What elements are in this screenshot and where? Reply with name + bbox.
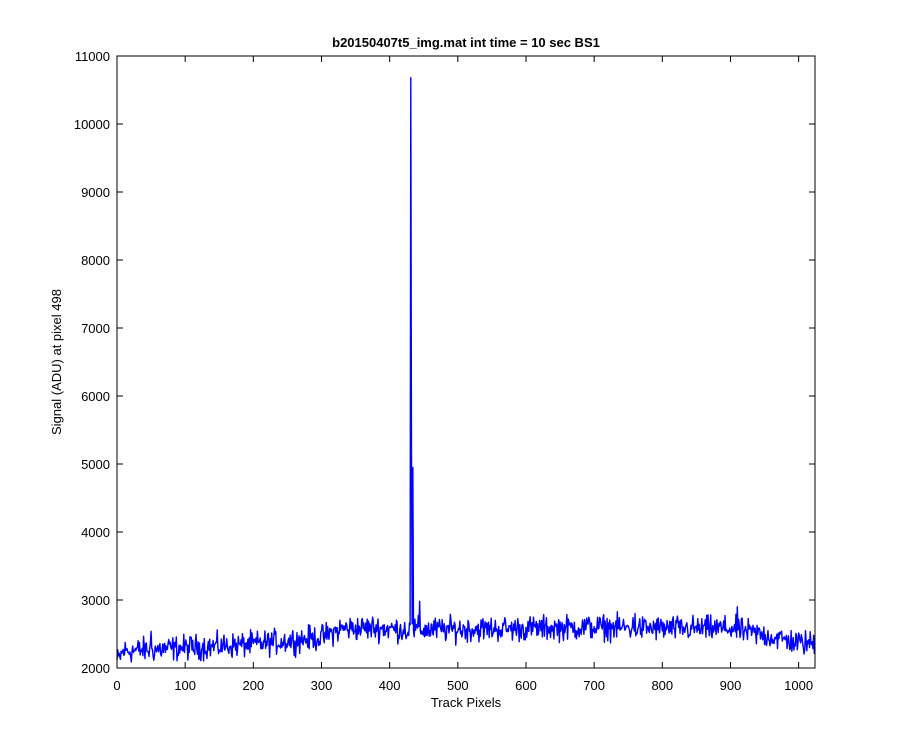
y-tick-label: 3000 xyxy=(81,593,110,608)
x-tick-label: 1000 xyxy=(784,678,813,693)
y-tick-label: 2000 xyxy=(81,661,110,676)
x-tick-label: 600 xyxy=(515,678,537,693)
plot-area xyxy=(117,56,815,668)
y-tick-label: 11000 xyxy=(75,49,110,64)
y-tick-label: 5000 xyxy=(81,457,110,472)
signal-series-line xyxy=(116,77,816,663)
y-tick-label: 6000 xyxy=(81,389,110,404)
x-tick-label: 800 xyxy=(651,678,673,693)
y-axis-label: Signal (ADU) at pixel 498 xyxy=(49,289,64,435)
y-tick-label: 10000 xyxy=(74,117,110,132)
x-tick-label: 300 xyxy=(311,678,333,693)
x-tick-label: 700 xyxy=(583,678,605,693)
x-tick-label: 500 xyxy=(447,678,469,693)
x-tick-label: 0 xyxy=(113,678,120,693)
y-tick-label: 7000 xyxy=(81,321,110,336)
x-tick-label: 900 xyxy=(720,678,742,693)
data-layer xyxy=(116,77,816,663)
x-axis-label: Track Pixels xyxy=(431,695,502,710)
y-tick-label: 4000 xyxy=(81,525,110,540)
x-axis: 0 100 200 300 400 500 600 700 800 900 1000 xyxy=(113,56,813,693)
chart-title: b20150407t5_img.mat int time = 10 sec BS… xyxy=(332,35,600,50)
y-tick-label: 9000 xyxy=(81,185,110,200)
y-axis: 2000 3000 4000 5000 6000 7000 8000 9000 10000 110… xyxy=(74,49,815,676)
plot-frame xyxy=(116,55,816,669)
x-tick-label: 400 xyxy=(379,678,401,693)
x-tick-label: 200 xyxy=(242,678,264,693)
y-tick-label: 8000 xyxy=(81,253,110,268)
x-tick-label: 100 xyxy=(174,678,196,693)
